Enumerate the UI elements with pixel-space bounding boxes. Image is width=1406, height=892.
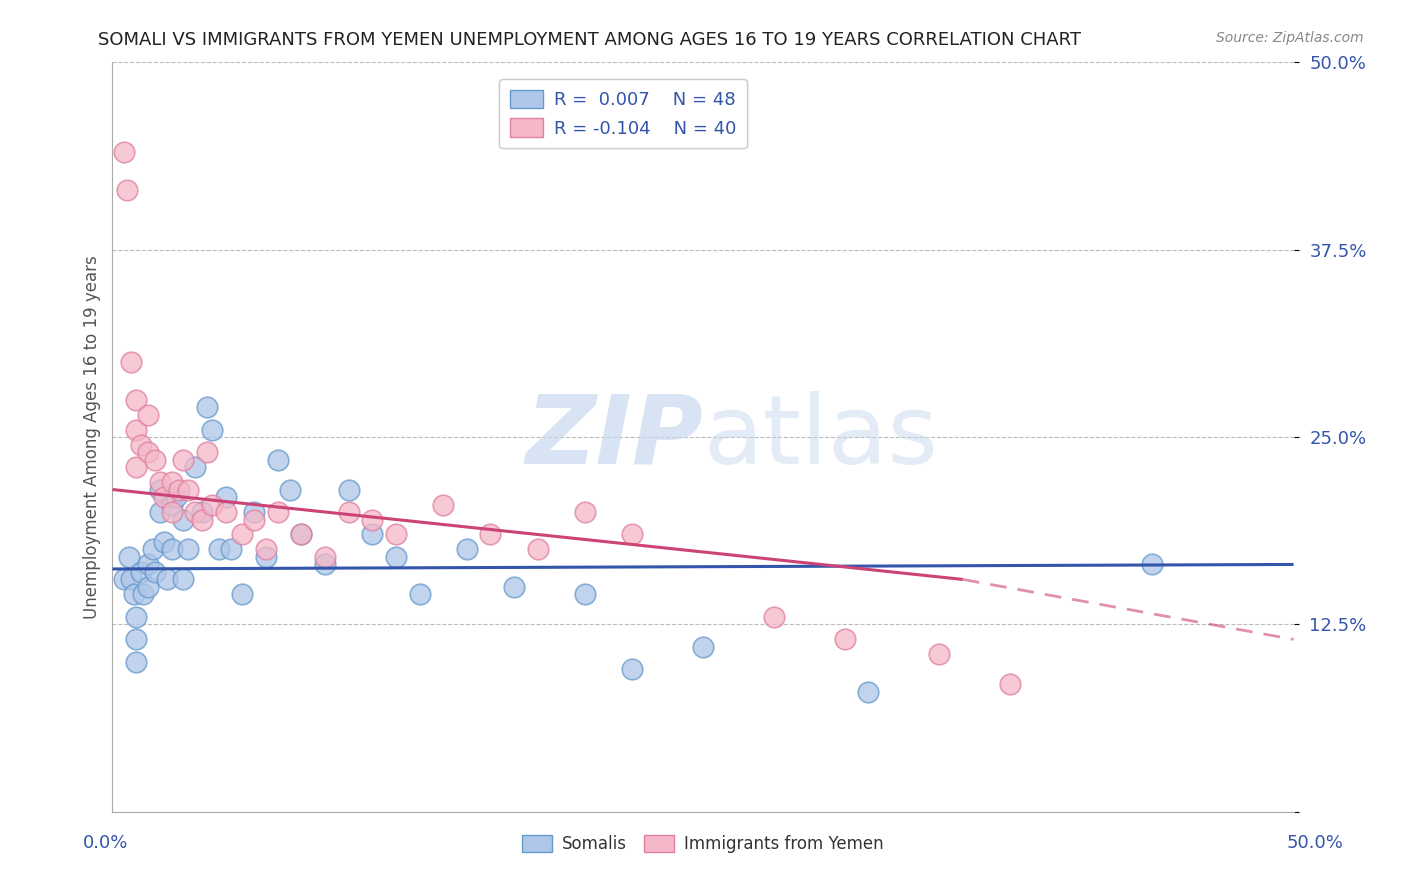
Point [125,610,148,624]
Point [208,542,231,557]
Point [132,587,155,601]
Point [526,542,548,557]
Point [834,632,856,647]
Point [129,565,152,579]
Point [172,573,194,587]
Point [290,527,312,541]
Point [361,512,384,526]
Y-axis label: Unemployment Among Ages 16 to 19 years: Unemployment Among Ages 16 to 19 years [83,255,101,619]
Point [177,542,200,557]
Point [112,145,135,160]
Point [120,573,142,587]
Point [167,483,190,497]
Point [267,452,290,467]
Text: 0.0%: 0.0% [83,834,128,852]
Point [432,498,454,512]
Point [191,512,214,526]
Text: atlas: atlas [703,391,938,483]
Point [191,505,214,519]
Point [1140,558,1163,572]
Point [998,677,1021,691]
Point [149,475,172,489]
Point [385,549,408,564]
Point [692,640,714,654]
Point [136,445,159,459]
Point [574,587,596,601]
Point [143,565,166,579]
Point [621,662,644,676]
Point [112,573,135,587]
Point [136,558,159,572]
Point [337,505,360,519]
Legend: R =  0.007    N = 48, R = -0.104    N = 40: R = 0.007 N = 48, R = -0.104 N = 40 [499,79,747,148]
Point [503,580,526,594]
Point [125,392,148,407]
Point [165,490,187,504]
Point [125,655,148,669]
Point [456,542,478,557]
Point [143,452,166,467]
Point [215,505,238,519]
Point [160,498,183,512]
Point [153,535,176,549]
Point [149,505,172,519]
Point [118,549,141,564]
Point [267,505,290,519]
Text: 50.0%: 50.0% [1286,834,1343,852]
Point [254,549,277,564]
Point [136,580,159,594]
Point [125,423,148,437]
Point [149,483,172,497]
Point [243,505,266,519]
Point [574,505,596,519]
Point [215,490,238,504]
Point [314,558,336,572]
Point [201,498,224,512]
Point [219,542,242,557]
Point [184,460,207,475]
Point [254,542,277,557]
Point [156,573,179,587]
Point [290,527,312,541]
Point [177,483,200,497]
Point [129,437,152,451]
Point [172,452,194,467]
Point [408,587,430,601]
Point [361,527,384,541]
Point [621,527,644,541]
Point [231,527,253,541]
Point [385,527,408,541]
Point [160,542,183,557]
Point [160,475,183,489]
Point [195,400,218,414]
Point [125,460,148,475]
Point [231,587,253,601]
Point [153,490,176,504]
Point [928,648,950,662]
Point [120,355,142,369]
Point [762,610,785,624]
Point [314,549,336,564]
Point [278,483,301,497]
Point [479,527,502,541]
Point [160,505,183,519]
Point [243,512,266,526]
Text: SOMALI VS IMMIGRANTS FROM YEMEN UNEMPLOYMENT AMONG AGES 16 TO 19 YEARS CORRELATI: SOMALI VS IMMIGRANTS FROM YEMEN UNEMPLOY… [98,31,1081,49]
Point [115,183,138,197]
Point [195,445,218,459]
Point [136,408,159,422]
Point [201,423,224,437]
Text: Source: ZipAtlas.com: Source: ZipAtlas.com [1216,31,1364,45]
Text: ZIP: ZIP [524,391,703,483]
Point [125,632,148,647]
Point [184,505,207,519]
Point [172,512,194,526]
Point [122,587,145,601]
Point [337,483,360,497]
Point [858,685,880,699]
Point [142,542,165,557]
